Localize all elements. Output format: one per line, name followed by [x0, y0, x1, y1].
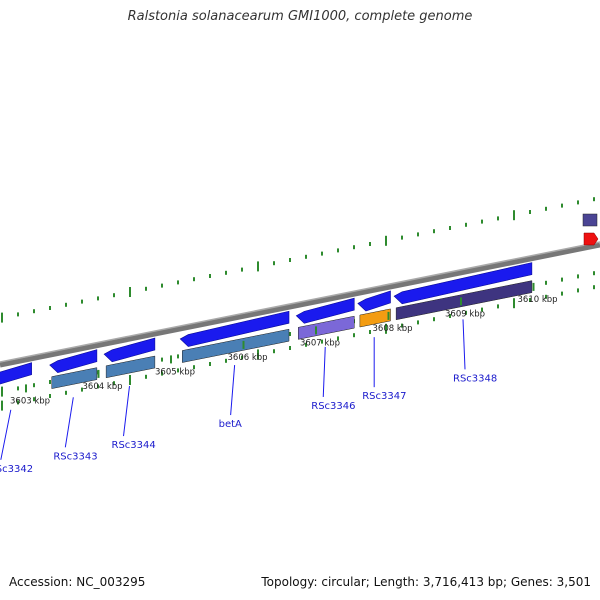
gene-arrow[interactable]: [49, 349, 98, 373]
gene-label[interactable]: RSc3342: [0, 464, 33, 475]
axis-tick-label: 3608 kbp: [373, 324, 413, 334]
page-title: Ralstonia solanacearum GMI1000, complete…: [127, 9, 473, 24]
product-bar[interactable]: [105, 355, 156, 379]
gene-label[interactable]: RSc3348: [453, 373, 497, 384]
gene-label[interactable]: RSc3346: [311, 401, 355, 412]
gene-arrow[interactable]: [0, 362, 32, 385]
product-bar[interactable]: [182, 328, 290, 363]
genome-backbone-highlight: [0, 241, 600, 363]
axis-tick-label: 3607 kbp: [300, 338, 340, 348]
gene-leader-line: [462, 319, 466, 370]
labels: 3603 kbp 3604 kbp 3605 kbp 3606 kbp 3607 kbp…: [0, 282, 558, 475]
axis-tick-label: 3605 kbp: [155, 367, 195, 377]
red-feature: [583, 232, 599, 246]
axis-tick-label: 3606 kbp: [228, 353, 268, 363]
product-bar[interactable]: [298, 315, 355, 340]
axis-tick-label: 3603 kbp: [10, 396, 50, 406]
backbone: [0, 241, 600, 368]
gene-arrow[interactable]: [103, 337, 156, 363]
axis-tick-label: 3610 kbp: [518, 295, 558, 305]
gene-leader-line: [123, 386, 130, 437]
gene-leader-line: [230, 365, 236, 416]
product-bar[interactable]: [359, 308, 391, 328]
purple-feature: [582, 213, 598, 227]
axis-tick-label: 3604 kbp: [83, 382, 123, 392]
gene-arrow[interactable]: [295, 297, 355, 324]
product-bar[interactable]: [51, 367, 98, 389]
gene-label[interactable]: RSc3347: [362, 391, 406, 402]
gene-leader-line: [0, 409, 12, 460]
gene-track: [0, 213, 599, 389]
genome-summary: Topology: circular; Length: 3,716,413 bp…: [261, 575, 591, 589]
axis-tick-label: 3609 kbp: [445, 309, 485, 319]
accession-label: Accession: NC_003295: [9, 575, 146, 589]
gene-label[interactable]: betA: [219, 419, 242, 430]
genome-backbone: [0, 242, 600, 368]
product-bar[interactable]: [395, 280, 533, 321]
gene-arrow[interactable]: [179, 310, 290, 347]
gene-arrow[interactable]: [357, 290, 391, 312]
gene-leader-line: [322, 346, 326, 397]
gene-arrow[interactable]: [393, 262, 533, 305]
gene-leader-line: [64, 397, 74, 448]
gene-label[interactable]: RSc3344: [112, 440, 156, 451]
gene-label[interactable]: RSc3343: [53, 451, 97, 462]
